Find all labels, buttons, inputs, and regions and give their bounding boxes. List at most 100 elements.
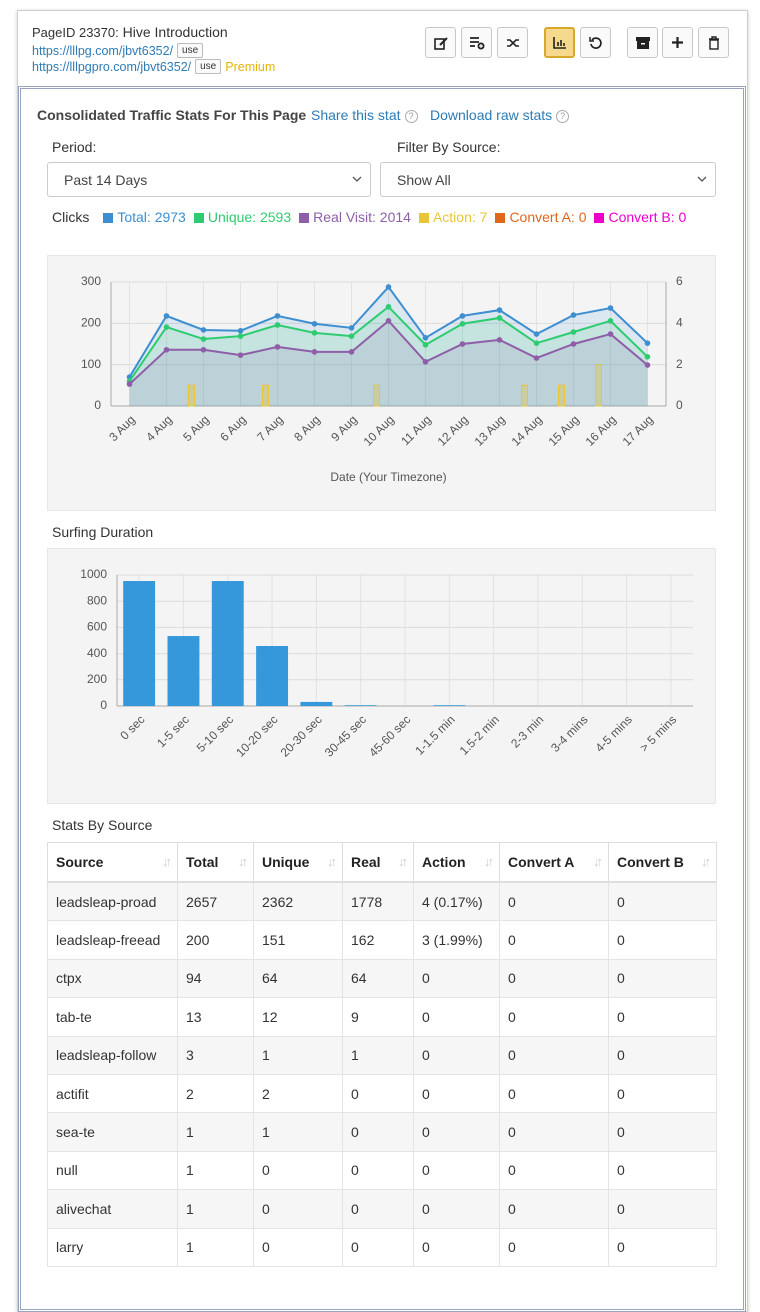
page-link[interactable]: https://lllpgpro.com/jbvt6352/ — [32, 59, 192, 74]
page-link[interactable]: https://lllpg.com/jbvt6352/ — [32, 43, 174, 58]
x-tick-label: 3 Aug — [106, 412, 138, 444]
action-bar — [262, 384, 269, 407]
share-link[interactable]: Share this stat — [311, 107, 418, 123]
table-cell: 0 — [499, 881, 609, 922]
premium-badge: Premium — [225, 59, 276, 74]
data-point — [126, 381, 133, 387]
data-point — [570, 312, 577, 318]
data-point — [348, 349, 355, 355]
table-cell: 0 — [608, 920, 717, 960]
duration-chart: 0 200 400 600 800 1000 0 sec 1-5 sec 5-10 sec10-… — [80, 567, 693, 760]
legend-swatch — [103, 212, 114, 223]
data-point — [459, 313, 466, 319]
x-tick-label: 15 Aug — [546, 412, 582, 448]
archive-button[interactable] — [627, 27, 658, 58]
table-cell: 0 — [253, 1189, 343, 1229]
table-row: sea-te 1 1 0 0 0 0 — [47, 1112, 717, 1152]
data-point — [274, 313, 281, 319]
data-point — [385, 318, 392, 324]
table-cell: 0 — [342, 1150, 414, 1191]
legend-item: Convert A: 0 — [495, 209, 586, 226]
action-bar — [188, 384, 195, 407]
table-cell: 0 — [499, 1227, 609, 1267]
chart-title: Surfing Duration — [52, 524, 154, 540]
reset-button[interactable] — [580, 27, 611, 58]
table-cell: 1 — [177, 1112, 254, 1152]
delete-button[interactable] — [698, 27, 729, 58]
data-point — [237, 333, 244, 339]
x-tick-label: 13 Aug — [472, 412, 508, 448]
column-header[interactable]: Action — [413, 842, 500, 883]
table-cell: 0 — [413, 1035, 500, 1075]
shuffle-button[interactable] — [497, 27, 528, 58]
icon — [635, 36, 650, 49]
data-point — [496, 337, 503, 343]
stats-button[interactable] — [544, 27, 575, 58]
x-tick-label: 14 Aug — [509, 412, 545, 448]
table-cell: larry — [47, 1227, 178, 1267]
table-cell: 3 — [177, 1035, 254, 1075]
column-header[interactable]: Convert B — [608, 842, 717, 883]
table-cell: 0 — [608, 1189, 717, 1229]
table-cell: 2362 — [253, 881, 343, 922]
period-select[interactable]: Past 14 Days — [47, 162, 371, 197]
table-row: actifit 2 2 0 0 0 0 — [47, 1073, 717, 1114]
add-button[interactable] — [662, 27, 693, 58]
table-cell: 0 — [413, 1227, 500, 1267]
legend-item: Total: 2973 — [103, 209, 186, 226]
use-button[interactable]: use — [177, 43, 204, 58]
legend-swatch — [495, 212, 506, 223]
x-tick-label: 1.5-2 min — [457, 712, 502, 757]
table-cell: 2 — [177, 1073, 254, 1114]
x-tick-label: 11 Aug — [398, 412, 434, 448]
table-cell: 0 — [608, 1150, 717, 1191]
icon — [469, 36, 484, 49]
legend-item: Convert B: 0 — [594, 209, 686, 226]
legend-label: Total: 2973 — [117, 209, 186, 225]
clicks-chart-box — [47, 255, 716, 511]
y-tick-label: 400 — [87, 646, 107, 660]
stats-heading: Consolidated Traffic Stats For This Page — [37, 107, 307, 123]
data-point — [496, 307, 503, 313]
filter-select[interactable]: Show All — [380, 162, 716, 197]
column-header[interactable]: Unique — [253, 842, 343, 883]
period-label: Period: — [52, 139, 97, 155]
table-cell: 0 — [253, 1150, 343, 1191]
use-button[interactable]: use — [195, 59, 222, 74]
column-header[interactable]: Convert A — [499, 842, 609, 883]
table-cell: 0 — [499, 1073, 609, 1114]
x-tick-label: 5 Aug — [180, 412, 212, 444]
x-tick-label: > 5 mins — [637, 712, 679, 754]
bar — [344, 705, 377, 706]
column-header[interactable]: Total — [177, 842, 254, 883]
data-point — [644, 354, 651, 360]
table-title: Stats By Source — [52, 817, 153, 833]
chevron — [697, 176, 707, 182]
table-cell: 0 — [608, 881, 717, 922]
data-point — [570, 341, 577, 347]
edit-button[interactable] — [425, 27, 456, 58]
period-value: Past 14 Days — [64, 172, 148, 188]
y2-tick-label: 6 — [676, 274, 683, 288]
data-point — [200, 346, 207, 353]
icon — [506, 38, 519, 47]
bar — [256, 646, 289, 706]
action-bar — [595, 364, 602, 407]
y-tick-label: 100 — [81, 357, 101, 371]
x-axis-title: Date (Your Timezone) — [330, 470, 446, 484]
column-header[interactable]: Real — [342, 842, 414, 883]
x-tick-label: 17 Aug — [620, 412, 656, 448]
link-row: https://lllpg.com/jbvt6352/ use — [32, 43, 204, 58]
table-cell: 0 — [499, 958, 609, 999]
table-cell: 200 — [177, 920, 254, 960]
column-header[interactable]: Source — [47, 842, 178, 883]
legend-swatch — [299, 212, 310, 223]
table-cell: 1 — [177, 1150, 254, 1191]
add-list-button[interactable] — [461, 27, 492, 58]
table-cell: 3 (1.99%) — [413, 920, 500, 960]
data-point — [200, 336, 207, 342]
download-link[interactable]: Download raw stats — [430, 107, 569, 123]
table-cell: 4 (0.17%) — [413, 881, 500, 922]
data-point — [200, 327, 207, 333]
icon — [672, 37, 683, 48]
